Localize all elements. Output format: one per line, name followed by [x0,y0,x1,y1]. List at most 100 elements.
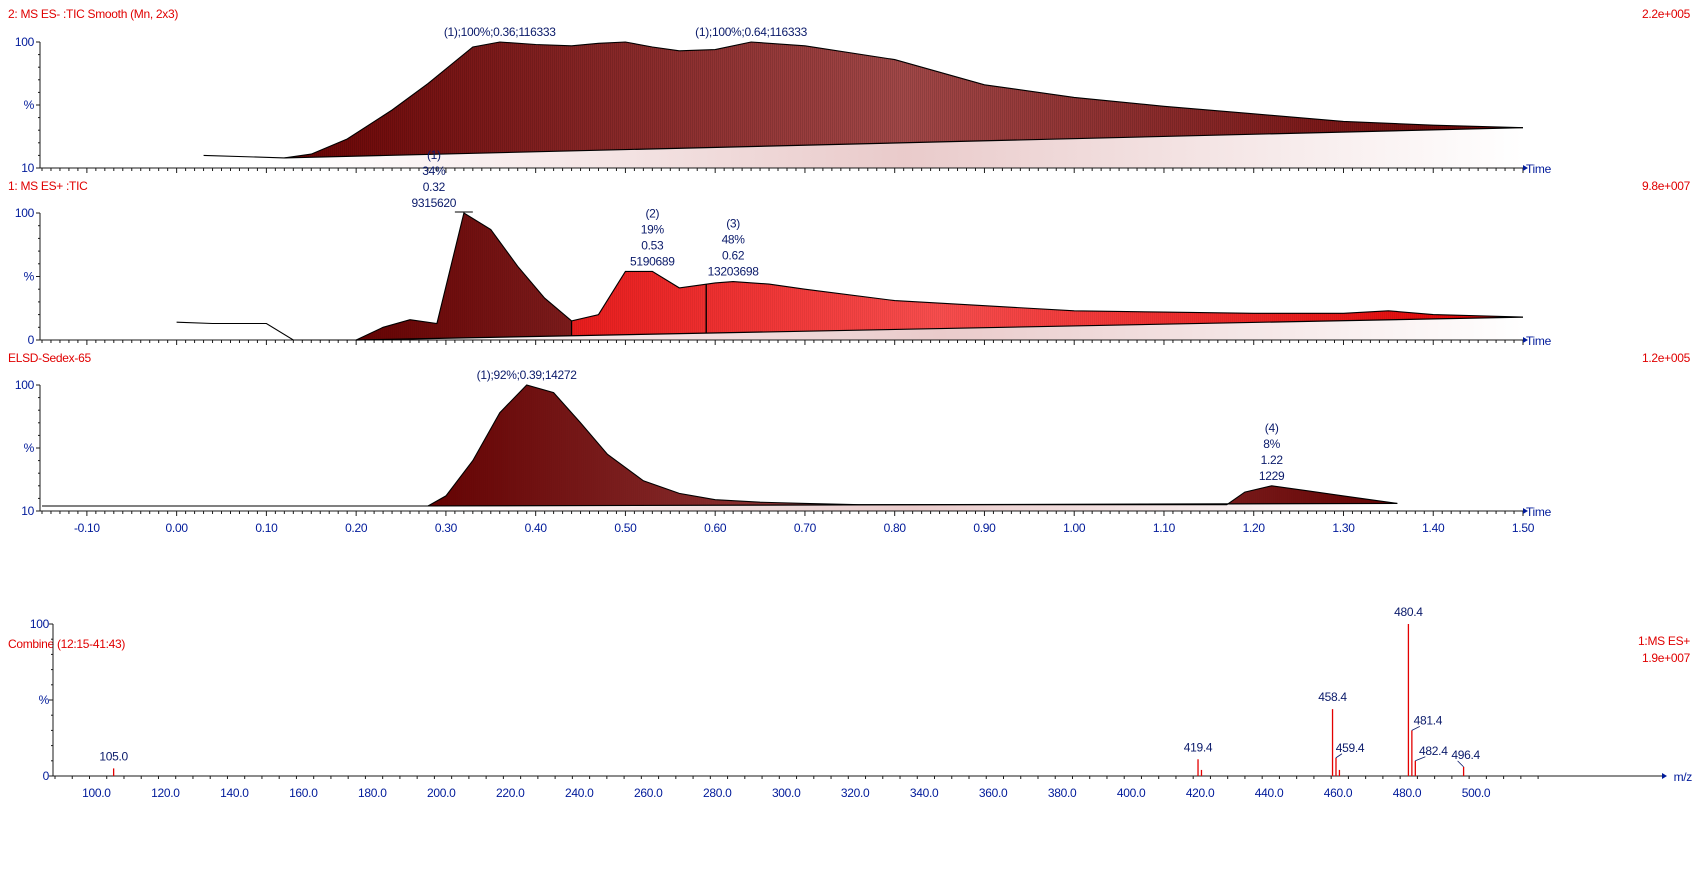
peak-annotation: 8% [1263,437,1280,451]
integration-baseline [427,502,1398,507]
spectrum-peak-label: 496.4 [1451,748,1480,762]
x-axis-arrow [1523,508,1528,514]
x-tick-label: 220.0 [496,786,525,800]
x-tick-label: 1.40 [1422,521,1445,535]
y-tick-label: 0 [28,333,35,347]
peak-area-2 [571,271,1523,336]
x-tick-label: 460.0 [1324,786,1353,800]
x-tick-label: 1.00 [1063,521,1086,535]
x-axis-arrow [1523,337,1528,343]
y-tick-label: % [24,441,35,455]
peak-annotation: (1);100%;0.36;116333 [444,25,556,39]
x-axis-arrow [1662,773,1667,779]
peak-leader-line [1457,760,1464,768]
x-tick-label: 120.0 [151,786,180,800]
y-tick-label: 100 [15,35,35,49]
x-tick-label: 0.60 [704,521,727,535]
y-tick-label: 100 [30,617,50,631]
spectrum-peak-label: 458.4 [1318,690,1347,704]
x-tick-label: 380.0 [1048,786,1077,800]
peak-annotation: 0.62 [722,249,745,263]
x-tick-label: 280.0 [703,786,732,800]
x-tick-label: 320.0 [841,786,870,800]
peak-area [284,42,1523,158]
trace-label: 1: MS ES+ :TIC [8,179,88,193]
x-tick-label: 160.0 [289,786,318,800]
x-tick-label: 0.90 [973,521,996,535]
integration-baseline [284,127,1524,159]
x-tick-label: 440.0 [1255,786,1284,800]
peak-leader-line [1411,726,1421,731]
y-tick-label: 100 [15,378,35,392]
x-tick-label: 180.0 [358,786,387,800]
x-unit-label: Time [1526,505,1552,519]
intensity-max-label: 9.8e+007 [1642,179,1691,193]
x-tick-label: 200.0 [427,786,456,800]
trace-panel-2: 1: MS ES+ :TIC 9.8e+007 100% 0 Time (1) 34% 0.3… [8,148,1691,348]
x-tick-label: 140.0 [220,786,249,800]
x-tick-label: 500.0 [1462,786,1491,800]
x-unit-label: Time [1526,162,1552,176]
x-tick-label: 240.0 [565,786,594,800]
integration-baseline [356,316,1524,341]
intensity-max-label: 1.2e+005 [1642,351,1691,365]
peak-annotation: (1);100%;0.64;116333 [695,25,807,39]
peak-annotation: 5190689 [630,254,675,268]
x-tick-label: 0.40 [525,521,548,535]
peak-annotation: 13203698 [708,265,760,279]
y-tick-label: 10 [21,504,34,518]
trace-label: 2: MS ES- :TIC Smooth (Mn, 2x3) [8,7,178,21]
peak-annotation: (1) [427,148,441,162]
trace-line [42,384,1398,507]
x-tick-label: 480.0 [1393,786,1422,800]
x-tick-label: 1.10 [1153,521,1176,535]
x-tick-label: 0.00 [166,521,189,535]
peak-annotation: 19% [641,222,665,236]
x-tick-label: 360.0 [979,786,1008,800]
y-tick-label: % [24,270,35,284]
intensity-max-label: 1.9e+007 [1642,651,1691,665]
x-tick-label: 340.0 [910,786,939,800]
trace-panel-3: ELSD-Sedex-65 1.2e+005 100% 10 Time (1);92%;0… [8,351,1691,535]
peak-leader-line [1335,753,1343,759]
trace-label: ELSD-Sedex-65 [8,351,91,365]
x-tick-label: 0.50 [614,521,637,535]
peak-annotation: (2) [645,206,659,220]
y-tick-label: 100 [15,206,35,220]
spectrum-peak-label: 105.0 [99,749,128,763]
trace-label: Combine (12:15-41:43) [8,637,125,651]
intensity-max-label: 2.2e+005 [1642,7,1691,21]
peak-annotation: 1.22 [1261,453,1284,467]
peak-annotation: 1229 [1259,469,1285,483]
spectrum-peak-label: 459.4 [1336,741,1365,755]
x-axis-arrow [1523,165,1528,171]
x-tick-label: 420.0 [1186,786,1215,800]
x-tick-label: 1.50 [1512,521,1535,535]
y-tick-label: 10 [21,161,34,175]
x-unit-label: Time [1526,334,1552,348]
peak-area-1 [356,213,572,340]
x-tick-label: 100.0 [82,786,111,800]
mode-label: 1:MS ES+ [1638,634,1690,648]
x-tick-label: 300.0 [772,786,801,800]
spectrum-peak-label: 480.4 [1394,605,1423,619]
peak-annotation: (4) [1265,421,1279,435]
peak-annotation: (3) [726,217,740,231]
x-tick-label: 260.0 [634,786,663,800]
x-tick-label: 0.70 [794,521,817,535]
y-tick-label: % [39,693,50,707]
trace-line [203,41,1524,159]
peak-annotation: 0.53 [641,238,664,252]
baseline-shading [284,127,1523,168]
peak-annotation: 34% [422,164,446,178]
trace-panel-1: 2: MS ES- :TIC Smooth (Mn, 2x3) 2.2e+005 1… [8,7,1691,176]
y-tick-label: 0 [43,769,50,783]
x-tick-label: -0.10 [74,521,100,535]
x-tick-label: 0.20 [345,521,368,535]
peak-annotation: 0.32 [423,180,446,194]
x-tick-label: 0.30 [435,521,458,535]
peak-annotation: (1);92%;0.39;14272 [477,368,578,382]
peak-annotation: 9315620 [412,196,457,210]
x-tick-label: 0.10 [255,521,278,535]
